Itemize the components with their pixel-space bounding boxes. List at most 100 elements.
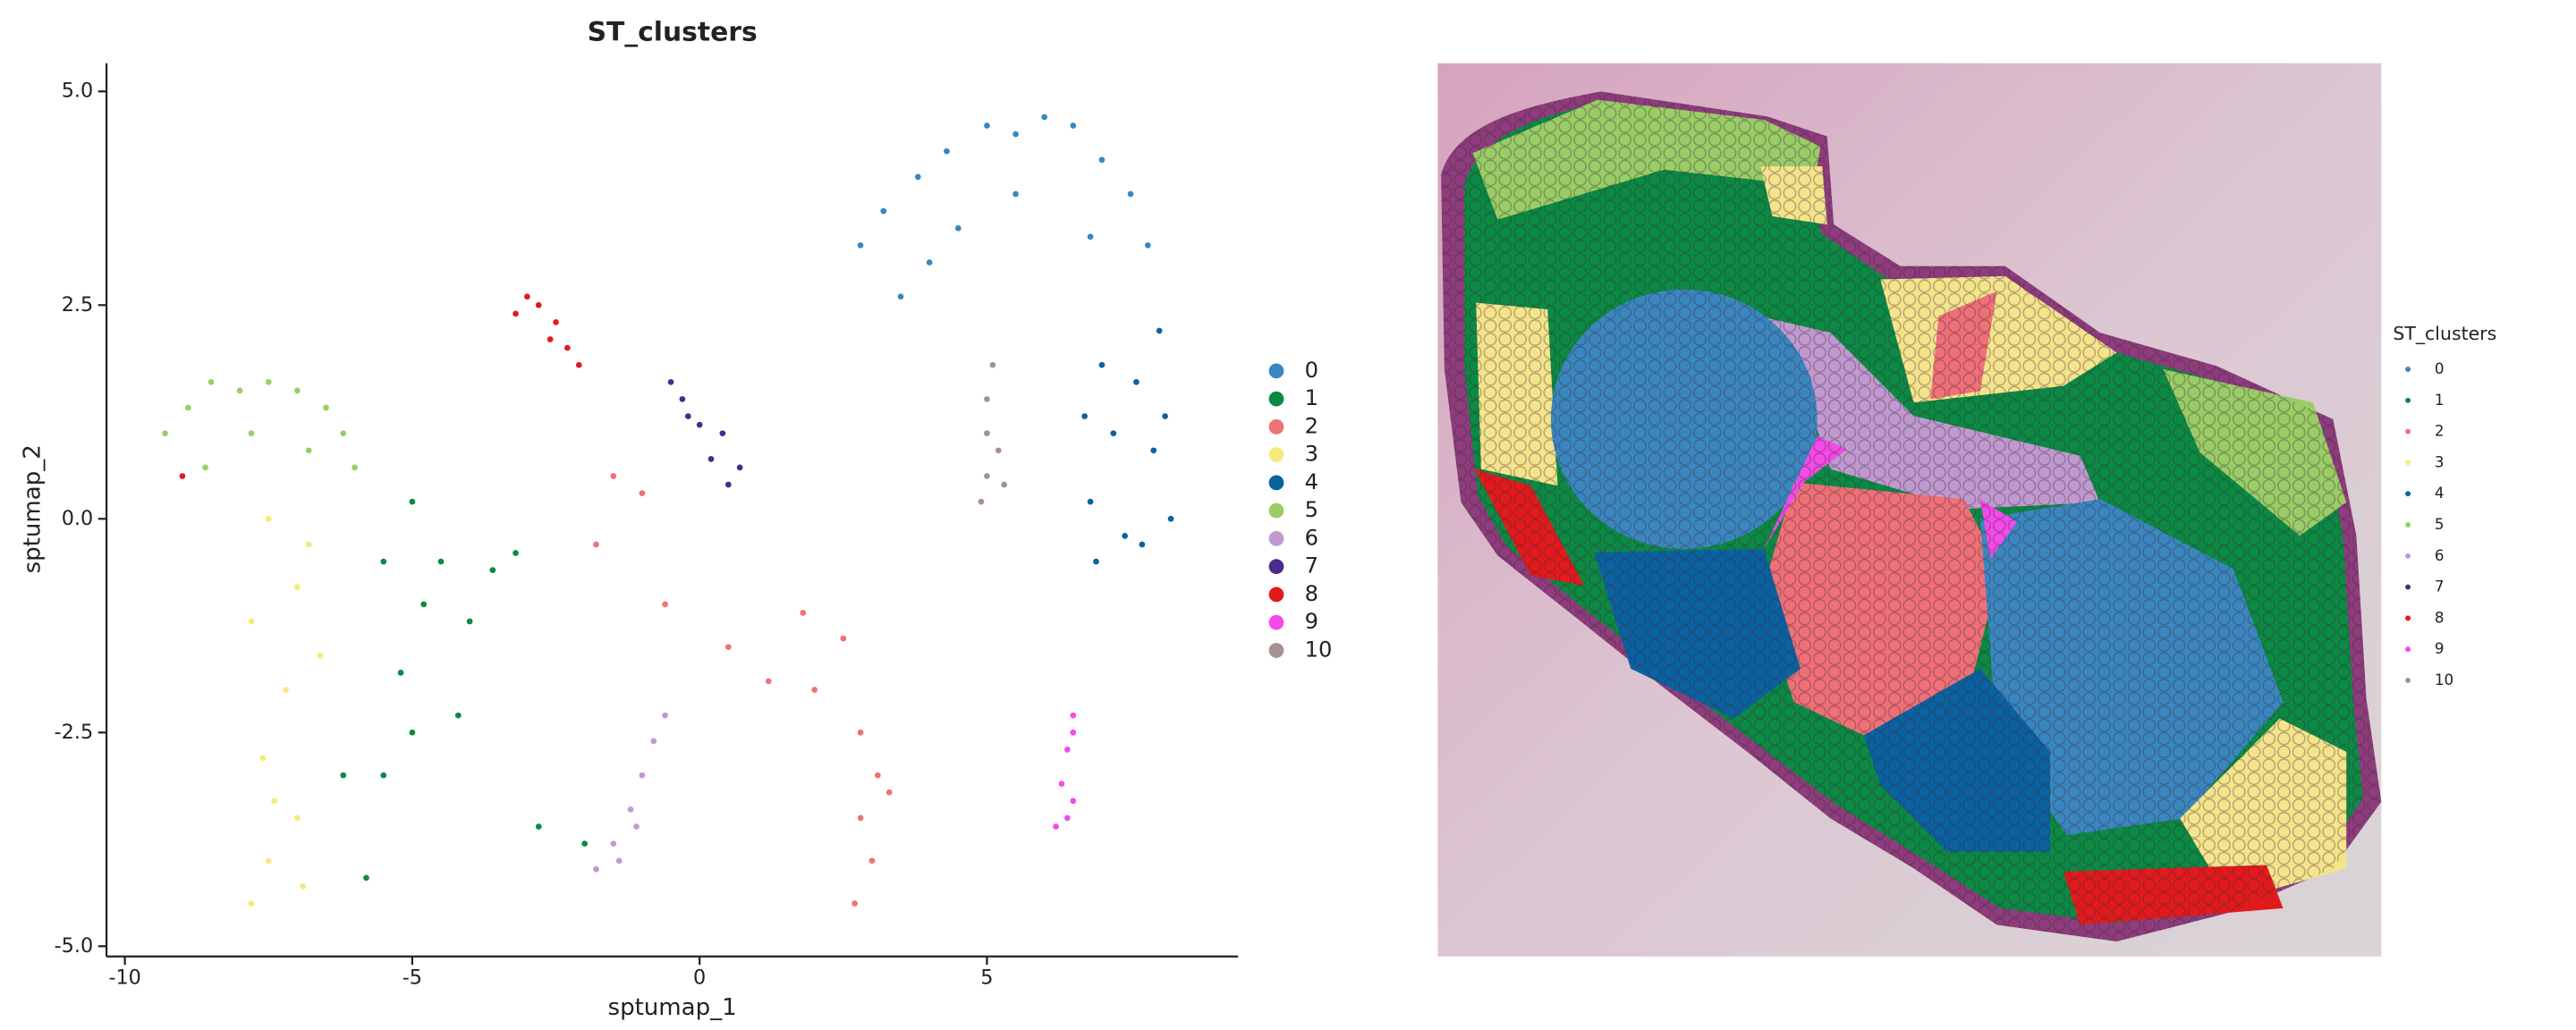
legend-swatch [1268,614,1284,630]
point [305,447,312,454]
spatial-legend-label: 1 [2435,391,2445,409]
point [184,404,191,411]
legend-label: 8 [1305,581,1318,606]
point [294,584,301,591]
point [874,772,881,779]
legend-swatch [1268,475,1284,491]
spatial-legend-swatch [2405,397,2411,403]
point [524,293,530,300]
point [1127,190,1134,198]
legend-label: 6 [1305,525,1318,550]
legend-swatch [1268,391,1284,407]
point [639,490,646,496]
legend-swatch [1268,559,1284,575]
point [259,755,267,762]
point [513,550,519,556]
spatial-legend-swatch [2405,615,2411,621]
point [593,541,599,548]
point [1001,481,1008,488]
legend-label: 2 [1305,413,1318,438]
spatial-legend-swatch [2405,677,2411,683]
point [719,430,726,437]
point [667,378,674,385]
point [736,464,743,471]
spatial-legend-swatch [2405,460,2411,466]
point [1041,114,1048,121]
point [513,310,519,317]
spatial-legend-swatch [2405,553,2411,559]
spatial-legend-label: 10 [2435,671,2453,688]
point [984,122,990,129]
point [1110,430,1117,437]
spatial-legend-label: 6 [2435,546,2445,564]
point [984,396,990,402]
legend-label: 9 [1305,609,1318,634]
point [1058,781,1065,787]
point [202,464,208,471]
point [679,396,686,402]
point [662,712,668,719]
point [575,361,582,368]
point [294,387,301,394]
legend-swatch [1268,531,1284,546]
point [1064,815,1071,822]
point [283,687,289,693]
point [323,404,329,411]
point [466,618,473,625]
point [857,729,864,736]
point [593,865,599,873]
legend-label: 1 [1305,385,1318,410]
point [380,772,387,779]
point [305,541,312,548]
point [547,336,554,342]
point [869,857,876,865]
point [765,678,772,685]
spatial-legend-title: ST_clusters [2393,323,2496,345]
spatial-legend-label: 3 [2435,452,2445,470]
point [271,798,278,805]
x-tick-label: -10 [108,966,140,989]
point [409,729,416,736]
legend-label: 0 [1305,358,1318,383]
point [978,498,985,505]
legend-swatch [1268,419,1284,435]
point [650,738,657,745]
point [1070,798,1077,805]
point [1162,413,1168,419]
point [564,344,571,351]
point [1098,361,1106,368]
spatial-legend-swatch [2405,367,2411,372]
y-tick-label: 0.0 [62,507,93,530]
point [954,224,962,232]
point [880,207,887,215]
point [1081,413,1088,419]
point [179,473,186,479]
x-tick-label: -5 [402,966,422,989]
point [857,241,864,249]
point [1070,712,1077,719]
point [317,652,324,659]
point [380,558,387,565]
spatial-legend-label: 4 [2435,484,2445,502]
point [724,481,732,488]
point [926,259,933,266]
point [639,772,646,779]
point [248,900,255,907]
y-tick-label: -2.5 [55,721,94,744]
spatial-legend-swatch [2405,522,2411,528]
spatial-legend-label: 8 [2435,608,2445,626]
y-axis-label: sptumap_2 [20,444,47,573]
point [627,806,634,813]
point [1156,327,1163,334]
point [300,883,307,890]
chart-title: ST_clusters [588,17,758,48]
y-tick-label: -5.0 [55,934,94,958]
point [615,857,623,865]
point [897,293,904,300]
spatial-legend-label: 5 [2435,515,2445,533]
legend-swatch [1268,363,1284,379]
point [454,712,462,719]
spatial-legend-swatch [2405,646,2411,653]
point [1093,558,1099,565]
